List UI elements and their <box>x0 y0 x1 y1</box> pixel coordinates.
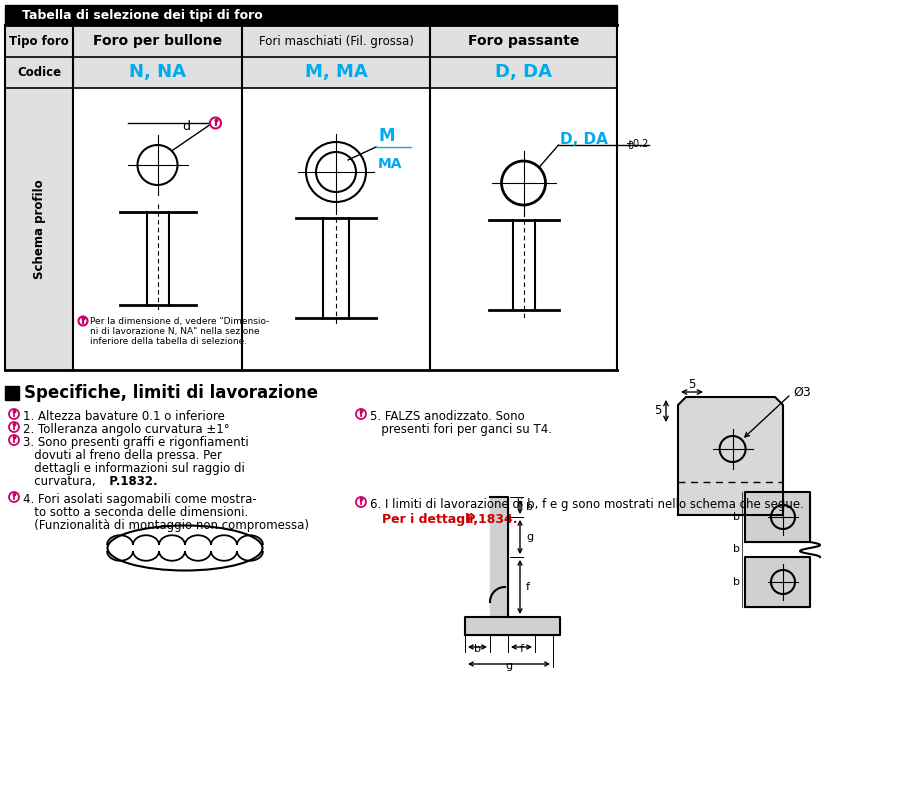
Text: 1. Altezza bavature 0.1 o inferiore: 1. Altezza bavature 0.1 o inferiore <box>23 410 225 423</box>
Circle shape <box>9 492 19 502</box>
Text: to sotto a seconda delle dimensioni.: to sotto a seconda delle dimensioni. <box>23 506 248 519</box>
Circle shape <box>9 409 19 419</box>
Text: +0.2: +0.2 <box>626 139 649 149</box>
Polygon shape <box>490 497 508 617</box>
Text: 2. Tolleranza angolo curvatura ±1°: 2. Tolleranza angolo curvatura ±1° <box>23 423 230 436</box>
Text: dovuti al freno della pressa. Per: dovuti al freno della pressa. Per <box>23 449 222 462</box>
Polygon shape <box>678 397 783 515</box>
Text: inferiore della tabella di selezione.: inferiore della tabella di selezione. <box>90 337 247 346</box>
Circle shape <box>9 422 19 432</box>
Circle shape <box>78 317 88 325</box>
Text: b: b <box>526 502 533 512</box>
Text: Foro per bullone: Foro per bullone <box>93 34 222 48</box>
Circle shape <box>356 497 366 507</box>
Circle shape <box>210 117 221 128</box>
Text: (Funzionalità di montaggio non compromessa): (Funzionalità di montaggio non compromes… <box>23 519 309 532</box>
Text: b: b <box>734 512 740 522</box>
Text: 5: 5 <box>689 379 696 391</box>
Text: D, DA: D, DA <box>560 132 608 147</box>
Circle shape <box>356 409 366 419</box>
Text: 3. Sono presenti graffi e rigonfiamenti: 3. Sono presenti graffi e rigonfiamenti <box>23 436 249 449</box>
Text: P.1832.: P.1832. <box>101 475 158 488</box>
Text: M, MA: M, MA <box>305 64 367 82</box>
Text: Ø3: Ø3 <box>793 385 810 399</box>
Text: Specifiche, limiti di lavorazione: Specifiche, limiti di lavorazione <box>24 384 318 402</box>
Text: b: b <box>734 577 740 587</box>
Text: 6. I limiti di lavorazione di b, f e g sono mostrati nello schema che segue.: 6. I limiti di lavorazione di b, f e g s… <box>370 498 804 511</box>
Text: Fori maschiati (Fil. grossa): Fori maschiati (Fil. grossa) <box>258 35 414 47</box>
Bar <box>5 5 617 25</box>
Text: g: g <box>526 532 533 542</box>
Bar <box>5 88 73 370</box>
Polygon shape <box>745 557 810 607</box>
Bar <box>5 57 617 88</box>
Text: presenti fori per ganci su T4.: presenti fori per ganci su T4. <box>370 423 552 436</box>
Text: Tipo foro: Tipo foro <box>9 35 69 47</box>
Text: Codice: Codice <box>17 66 61 79</box>
Polygon shape <box>745 492 810 542</box>
Text: Tabella di selezione dei tipi di foro: Tabella di selezione dei tipi di foro <box>22 9 263 21</box>
Bar <box>5 25 617 57</box>
Text: 5: 5 <box>654 405 662 417</box>
Polygon shape <box>465 617 560 635</box>
Text: dettagli e informazioni sul raggio di: dettagli e informazioni sul raggio di <box>23 462 245 475</box>
Text: g: g <box>506 661 512 671</box>
Text: ni di lavorazione N, NA" nella sezione: ni di lavorazione N, NA" nella sezione <box>90 327 259 336</box>
Text: curvatura,: curvatura, <box>23 475 96 488</box>
Circle shape <box>9 435 19 445</box>
Text: f: f <box>520 644 523 654</box>
Text: b: b <box>474 644 481 654</box>
Text: D, DA: D, DA <box>495 64 552 82</box>
Text: P.1834.: P.1834. <box>462 513 518 526</box>
Text: 5. FALZS anodizzato. Sono: 5. FALZS anodizzato. Sono <box>370 410 525 423</box>
Text: f: f <box>526 582 530 592</box>
Text: Per la dimensione d, vedere "Dimensio-: Per la dimensione d, vedere "Dimensio- <box>90 317 270 326</box>
Text: b: b <box>734 545 740 554</box>
Text: MA: MA <box>378 157 402 171</box>
Text: N, NA: N, NA <box>129 64 186 82</box>
Text: Foro passante: Foro passante <box>468 34 580 48</box>
Text: Per i dettagli,: Per i dettagli, <box>382 513 478 526</box>
Text: 0: 0 <box>628 141 633 151</box>
Text: M: M <box>378 127 394 145</box>
Text: Schema profilo: Schema profilo <box>32 179 45 279</box>
Bar <box>5 386 19 400</box>
Text: d: d <box>183 120 190 134</box>
Text: 4. Fori asolati sagomabili come mostra-: 4. Fori asolati sagomabili come mostra- <box>23 493 257 506</box>
